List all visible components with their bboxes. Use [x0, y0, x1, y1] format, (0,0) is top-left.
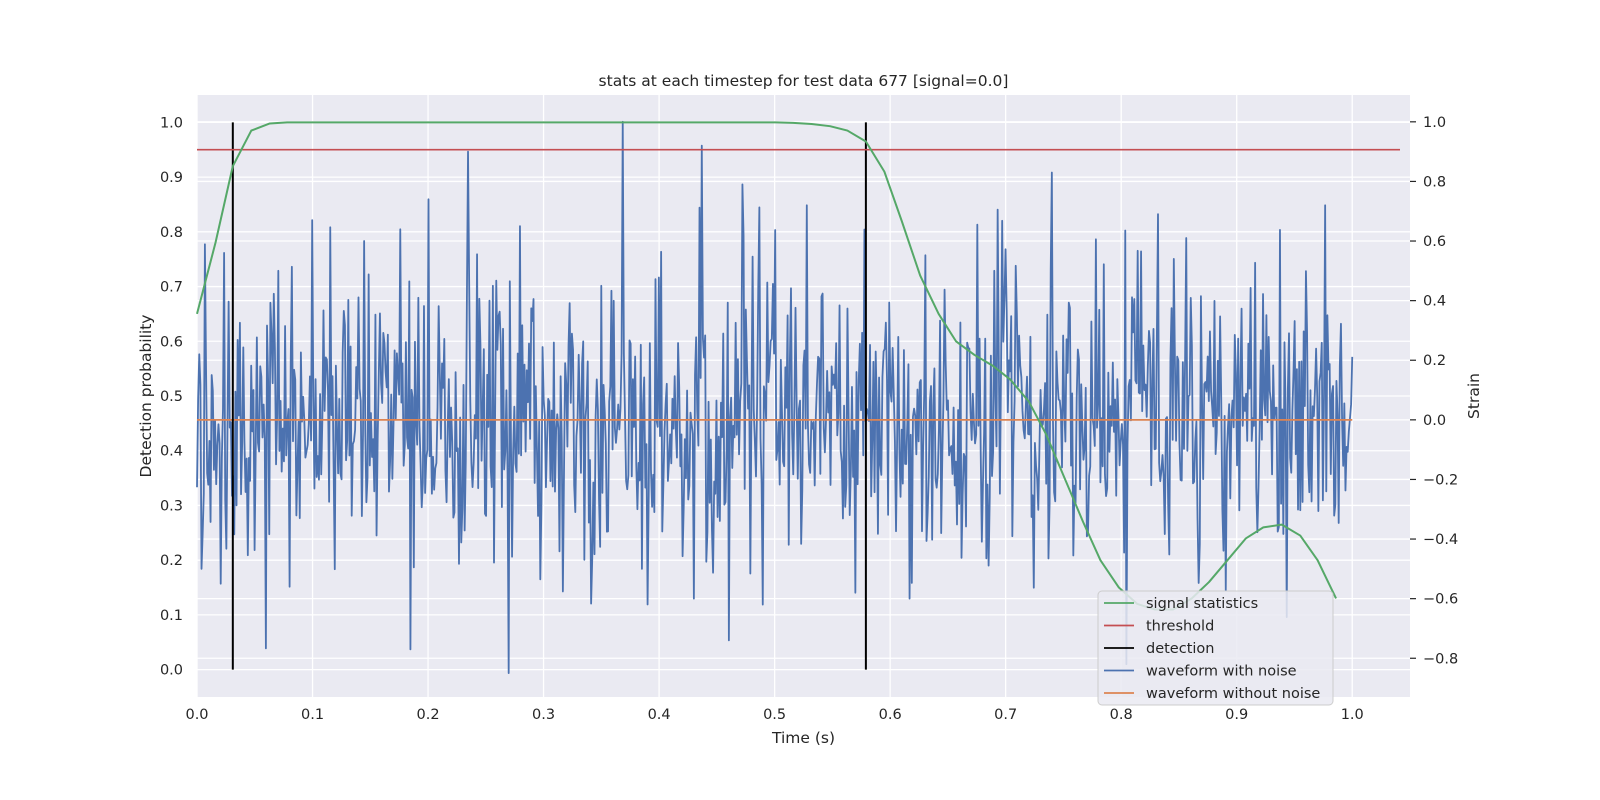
x-tick-label: 0.9: [1225, 707, 1248, 723]
y-tick-label: 0.4: [160, 444, 183, 460]
y-tick-label: 0.9: [160, 170, 183, 186]
legend-entry: detection: [1146, 641, 1214, 657]
y-right-tick-label: −0.4: [1423, 532, 1458, 548]
y-tick-label: 0.2: [160, 553, 183, 569]
y-right-tick-label: 0.8: [1423, 174, 1446, 190]
x-tick-label: 0.0: [185, 707, 208, 723]
chart-title: stats at each timestep for test data 677…: [599, 72, 1009, 90]
y-tick-label: 0.5: [160, 389, 183, 405]
y-right-tick-label: 0.4: [1423, 294, 1446, 310]
y-tick-label: 0.3: [160, 498, 183, 514]
y-axis-left: 0.0 0.1 0.2 0.3 0.4 0.5 0.6 0.7 0.8 0.9 1.0: [160, 115, 183, 678]
y-right-tick-label: 0.2: [1423, 353, 1446, 369]
x-axis-label: Time (s): [771, 729, 835, 747]
legend: signal statistics threshold detection wavef…: [1097, 590, 1334, 706]
y-right-tick-label: 1.0: [1423, 115, 1446, 131]
legend-entry: signal statistics: [1146, 596, 1258, 612]
x-tick-label: 0.8: [1110, 707, 1133, 723]
y-tick-label: 0.1: [160, 608, 183, 624]
y-right-tick-label: 0.6: [1423, 234, 1446, 250]
x-tick-label: 0.5: [763, 707, 786, 723]
y-tick-label: 0.7: [160, 280, 183, 296]
y-right-tick-label: −0.2: [1423, 472, 1458, 488]
legend-entry: threshold: [1146, 619, 1214, 635]
y-tick-label: 1.0: [160, 115, 183, 131]
y-axis-right-label: Strain: [1465, 373, 1483, 419]
y-right-tick-label: 0.0: [1423, 413, 1446, 429]
y-axis-right: −0.8 −0.6 −0.4 −0.2 0.0 0.2 0.4 0.6 0.8 1.0: [1410, 115, 1458, 667]
x-tick-label: 0.4: [648, 707, 671, 723]
x-tick-label: 1.0: [1341, 707, 1364, 723]
y-right-tick-label: −0.6: [1423, 592, 1458, 608]
legend-box: [1097, 590, 1334, 706]
legend-entry: waveform without noise: [1146, 686, 1320, 702]
x-tick-label: 0.2: [417, 707, 440, 723]
x-tick-label: 0.3: [532, 707, 555, 723]
x-tick-label: 0.1: [301, 707, 324, 723]
legend-entry: waveform with noise: [1146, 664, 1297, 680]
x-tick-label: 0.7: [994, 707, 1017, 723]
series-line-waveform-with-noise: [196, 120, 1354, 675]
y-tick-label: 0.6: [160, 334, 183, 350]
x-tick-label: 0.6: [879, 707, 902, 723]
y-tick-label: 0.8: [160, 225, 183, 241]
y-right-tick-label: −0.8: [1423, 651, 1458, 667]
x-axis: 0.0 0.1 0.2 0.3 0.4 0.5 0.6 0.7 0.8 0.9 1.0: [185, 707, 1363, 723]
y-tick-label: 0.0: [160, 663, 183, 679]
y-axis-label: Detection probability: [137, 315, 155, 478]
